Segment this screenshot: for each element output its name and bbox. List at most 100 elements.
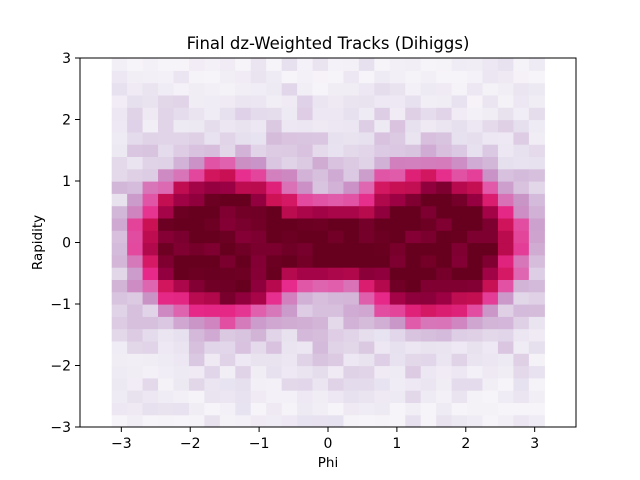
heatmap-cell (142, 230, 159, 244)
heatmap-cell (467, 414, 484, 428)
heatmap-cell (528, 242, 545, 256)
heatmap-cell (204, 390, 221, 403)
heatmap-cell (188, 217, 205, 231)
heatmap-cell (482, 365, 499, 379)
heatmap-cell (513, 353, 530, 367)
heatmap-cell (266, 340, 283, 354)
heatmap-cell (451, 58, 468, 71)
heatmap-cell (482, 304, 499, 317)
heatmap-cell (111, 414, 128, 428)
heatmap-cell (188, 144, 205, 157)
heatmap-cell (266, 316, 283, 330)
heatmap-cell (281, 156, 298, 170)
heatmap-cell (188, 328, 205, 342)
heatmap-cell (528, 291, 545, 305)
heatmap-cell (204, 328, 221, 342)
heatmap-cell (188, 254, 205, 268)
heatmap-cell (281, 390, 298, 403)
heatmap-cell (482, 267, 499, 280)
heatmap-cell (204, 267, 221, 280)
heatmap-cell (358, 340, 375, 354)
heatmap-cell (358, 82, 375, 96)
heatmap-cell (451, 168, 468, 182)
heatmap-cell (219, 377, 236, 391)
heatmap-cell (358, 267, 375, 280)
heatmap-cell (297, 94, 314, 108)
heatmap-cell (250, 304, 267, 317)
heatmap-cell (250, 217, 267, 231)
heatmap-cell (343, 390, 360, 403)
heatmap-cell (312, 291, 329, 305)
heatmap-cell (513, 279, 530, 293)
heatmap-cell (250, 390, 267, 403)
heatmap-cell (111, 402, 128, 416)
heatmap-cell (467, 279, 484, 293)
heatmap-cell (297, 217, 314, 231)
heatmap-cell (328, 291, 345, 305)
heatmap-cell (204, 291, 221, 305)
heatmap-cell (482, 193, 499, 207)
heatmap-cell (513, 316, 530, 330)
heatmap-cell (235, 107, 252, 121)
heatmap-cell (173, 340, 190, 354)
heatmap-cell (250, 267, 267, 280)
heatmap-cell (513, 328, 530, 342)
heatmap-cell (250, 82, 267, 96)
heatmap-cell (451, 217, 468, 231)
heatmap-cell (436, 353, 453, 367)
heatmap-cell (482, 414, 499, 428)
heatmap-cell (158, 279, 175, 293)
heatmap-cell (219, 144, 236, 157)
heatmap-cell (497, 414, 515, 428)
heatmap-cell (173, 168, 190, 182)
heatmap-cell (405, 131, 422, 145)
heatmap-cell (358, 107, 375, 121)
heatmap-cell (513, 402, 530, 416)
heatmap-cell (111, 193, 128, 207)
heatmap-cell (358, 181, 375, 194)
heatmap-cell (235, 353, 252, 367)
heatmap-cell (173, 267, 190, 280)
heatmap-cell (467, 230, 484, 244)
heatmap-cell (235, 181, 252, 194)
heatmap-cell (204, 242, 221, 256)
y-axis-label: Rapidity (30, 215, 46, 270)
heatmap-cell (389, 340, 406, 354)
heatmap-cell (358, 156, 375, 170)
chart-title: Final dz-Weighted Tracks (Dihiggs) (187, 34, 470, 53)
heatmap-cell (497, 82, 515, 96)
heatmap-cell (513, 193, 530, 207)
heatmap-cell (451, 353, 468, 367)
heatmap-cell (405, 242, 422, 256)
heatmap-cell (142, 254, 159, 268)
heatmap-cell (451, 304, 468, 317)
heatmap-cell (420, 353, 437, 367)
heatmap-cell (513, 217, 530, 231)
heatmap-cell (312, 377, 329, 391)
heatmap-cell (467, 365, 484, 379)
heatmap-cell (374, 414, 391, 428)
heatmap-cell (467, 70, 484, 84)
heatmap-cell (405, 205, 422, 219)
heatmap-cell (111, 119, 128, 133)
heatmap-cell (358, 217, 375, 231)
heatmap-cell (204, 70, 221, 84)
heatmap-cell (436, 205, 453, 219)
heatmap-cell (188, 353, 205, 367)
heatmap-cell (389, 291, 406, 305)
heatmap-cell (250, 131, 267, 145)
heatmap-cell (250, 193, 267, 207)
heatmap-cell (111, 94, 128, 108)
heatmap-cell (204, 402, 221, 416)
heatmap-cell (127, 291, 144, 305)
heatmap-cell (436, 291, 453, 305)
heatmap-cell (497, 377, 515, 391)
heatmap-cell (374, 70, 391, 84)
heatmap-cell (281, 267, 298, 280)
heatmap-cell (173, 205, 190, 219)
heatmap-cell (204, 119, 221, 133)
heatmap-cell (127, 402, 144, 416)
heatmap-cell (497, 144, 515, 157)
heatmap-cell (312, 168, 329, 182)
heatmap-cell (328, 254, 345, 268)
